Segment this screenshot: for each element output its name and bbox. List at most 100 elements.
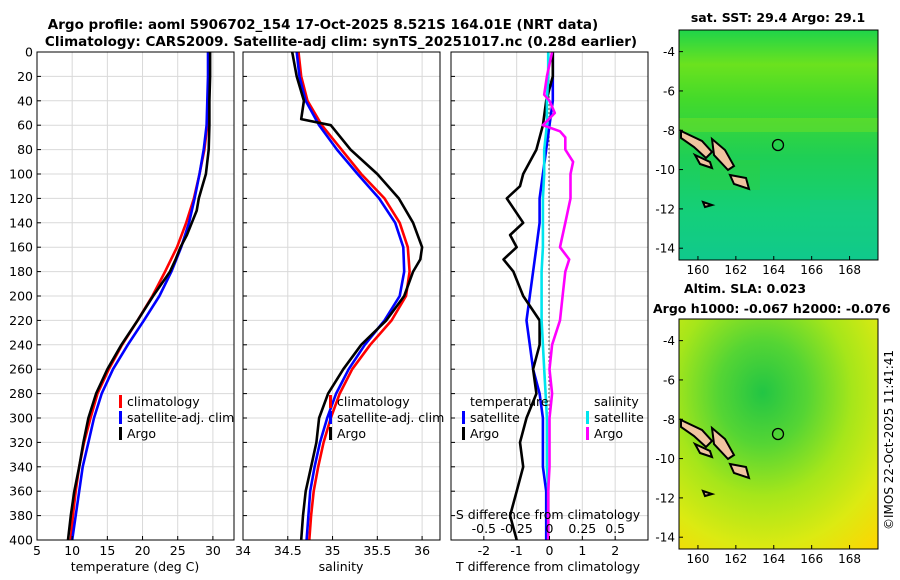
y-tick-label: 220 xyxy=(9,313,33,328)
series-t-argo xyxy=(502,52,555,540)
difference-legend: temperature satellite Argo salinity sate… xyxy=(462,394,644,441)
sst-map-ticks: 160 162 164 166 168 -4 -6 -8 -10 -12 -14 xyxy=(655,45,861,277)
sla-map-ticks: 160 162 164 166 168 -4 -6 -8 -10 -12 -14 xyxy=(655,334,861,566)
temperature-panel: 0 20 40 60 80 100 120 140 160 180 200 220 240 260 280 3… xyxy=(9,45,235,574)
series-s-argo xyxy=(541,52,575,540)
x-tick-label: 20 xyxy=(135,543,151,558)
y-tick-label: 80 xyxy=(17,142,33,157)
legend-label-climatology: climatology xyxy=(337,394,410,409)
x-tick-label: 36 xyxy=(414,543,430,558)
x-top-tick-label: 0.5 xyxy=(605,521,625,536)
y-tick-label: 40 xyxy=(17,93,33,108)
legend-label-t-satellite: satellite xyxy=(470,410,520,425)
imos-watermark: ©IMOS 22-Oct-2025 11:41:41 xyxy=(882,350,896,530)
x-tick-label: -1 xyxy=(510,543,522,558)
x-top-tick-label: -0.25 xyxy=(500,521,532,536)
map-y-tick-label: -12 xyxy=(655,202,675,216)
salinity-ticks: 34 34.5 35 35.5 36 xyxy=(235,51,430,558)
map-y-tick-label: -6 xyxy=(663,373,675,387)
figure-title-line2: Climatology: CARS2009. Satellite-adj cli… xyxy=(45,34,637,50)
temperature-grid xyxy=(36,51,234,541)
y-tick-label: 200 xyxy=(9,289,33,304)
map-y-tick-label: -8 xyxy=(663,124,675,138)
y-tick-label: 260 xyxy=(9,362,33,377)
series-argo xyxy=(290,52,424,540)
legend-swatch-satellite-adj-clim xyxy=(119,411,122,424)
x-tick-label: 30 xyxy=(205,543,221,558)
map-x-tick-label: 166 xyxy=(800,552,823,566)
x-tick-label: 2 xyxy=(611,543,619,558)
x-tick-label: -2 xyxy=(478,543,490,558)
sla-map-field xyxy=(679,319,878,549)
sla-map-frame xyxy=(678,318,879,550)
island-outlines xyxy=(680,129,751,209)
y-tick-label: 180 xyxy=(9,264,33,279)
map-y-tick-label: -10 xyxy=(655,163,675,177)
difference-ticks: -2 -1 0 1 2 -0.5 -0.25 0 0.25 0.5 xyxy=(451,51,625,558)
x-tick-label: 0 xyxy=(546,543,554,558)
y-tick-label: 380 xyxy=(9,508,33,523)
temperature-legend: climatology satellite-adj. clim Argo xyxy=(119,394,234,441)
x-top-tick-label: -0.5 xyxy=(472,521,496,536)
y-tick-label: 360 xyxy=(9,484,33,499)
sla-map-title-line2: Argo h1000: -0.067 h2000: -0.076 xyxy=(653,301,891,316)
map-x-tick-label: 160 xyxy=(686,552,709,566)
x-top-tick-label: 0.25 xyxy=(568,521,596,536)
y-tick-label: 60 xyxy=(17,118,33,133)
legend-label-s-satellite: satellite xyxy=(594,410,644,425)
y-tick-label: 0 xyxy=(25,45,33,60)
salinity-legend: climatology satellite-adj. clim Argo xyxy=(329,394,444,441)
map-x-tick-label: 162 xyxy=(724,552,747,566)
legend-swatch-s-satellite xyxy=(586,411,589,424)
x-tick-label: 15 xyxy=(99,543,115,558)
sst-map-texture xyxy=(679,118,878,240)
legend-swatch-climatology xyxy=(329,395,332,408)
difference-panel: -2 -1 0 1 2 -0.5 -0.25 0 0.25 0.5 S difference fr… xyxy=(450,51,649,574)
salinity-xlabel: salinity xyxy=(319,559,364,574)
y-tick-label: 20 xyxy=(17,69,33,84)
argo-position-marker xyxy=(771,138,785,152)
series-climatology xyxy=(297,52,411,540)
y-tick-label: 300 xyxy=(9,411,33,426)
argo-position-marker xyxy=(771,427,785,441)
legend-swatch-satellite-adj-clim xyxy=(329,411,332,424)
x-tick-label: 34 xyxy=(235,543,251,558)
island-outlines xyxy=(680,418,751,498)
salinity-panel: 34 34.5 35 35.5 36 salinity climatology sate… xyxy=(235,51,444,574)
legend-title-temperature: temperature xyxy=(470,394,549,409)
x-tick-label: 25 xyxy=(170,543,186,558)
map-x-tick-label: 162 xyxy=(724,263,747,277)
map-x-tick-label: 168 xyxy=(838,552,861,566)
legend-label-satellite-adj-clim: satellite-adj. clim xyxy=(127,410,234,425)
map-y-tick-label: -6 xyxy=(663,84,675,98)
difference-xlabel-top: S difference from climatology xyxy=(456,507,641,522)
sla-map-panel: Altim. SLA: 0.023 Argo h1000: -0.067 h20… xyxy=(653,281,891,566)
y-tick-label: 280 xyxy=(9,386,33,401)
y-tick-label: 400 xyxy=(9,533,33,548)
map-y-tick-label: -4 xyxy=(663,45,675,59)
map-y-tick-label: -14 xyxy=(655,531,675,545)
map-x-tick-label: 164 xyxy=(762,552,785,566)
map-y-tick-label: -8 xyxy=(663,413,675,427)
x-top-tick-label: 0 xyxy=(546,521,554,536)
y-tick-label: 240 xyxy=(9,337,33,352)
legend-swatch-t-satellite xyxy=(462,411,465,424)
y-tick-label: 120 xyxy=(9,191,33,206)
y-tick-label: 340 xyxy=(9,459,33,474)
map-x-tick-label: 168 xyxy=(838,263,861,277)
map-x-tick-label: 160 xyxy=(686,263,709,277)
temperature-lines xyxy=(66,52,212,540)
series-satellite-adj-clim xyxy=(70,52,210,540)
series-t-satellite xyxy=(525,52,555,540)
y-tick-label: 160 xyxy=(9,240,33,255)
legend-label-argo: Argo xyxy=(127,426,156,441)
x-tick-label: 35 xyxy=(325,543,341,558)
sst-map-panel: sat. SST: 29.4 Argo: 29.1 160 162 164 166 16… xyxy=(655,10,879,277)
salinity-lines xyxy=(290,52,424,540)
map-x-tick-label: 164 xyxy=(762,263,785,277)
map-y-tick-label: -14 xyxy=(655,242,675,256)
legend-swatch-argo xyxy=(119,427,122,440)
x-tick-label: 10 xyxy=(64,543,80,558)
y-tick-label: 100 xyxy=(9,167,33,182)
